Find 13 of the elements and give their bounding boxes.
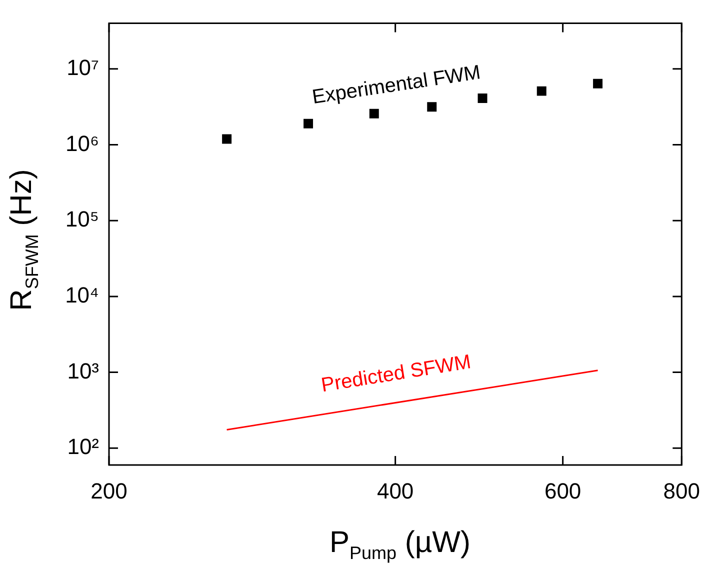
- text: Predicted SFWM: [320, 351, 472, 397]
- y-tick-label: 10⁵: [65, 206, 99, 232]
- y-tick-label: 10⁴: [65, 282, 99, 308]
- y-tick-label: 10²: [67, 434, 99, 460]
- x-tick-label: 200: [90, 478, 128, 504]
- y-tick-label: 10⁶: [65, 130, 99, 156]
- y-tick-label: 10⁷: [66, 54, 100, 80]
- y-tick-label: 10³: [67, 358, 99, 384]
- x-axis-title: P$_{Pump}$ (µW): [330, 526, 470, 564]
- x-tick-label: 800: [663, 478, 700, 504]
- x-tick-label: 400: [376, 478, 414, 504]
- x-tick-label: 600: [544, 478, 582, 504]
- text: Experimental FWM: [310, 62, 482, 109]
